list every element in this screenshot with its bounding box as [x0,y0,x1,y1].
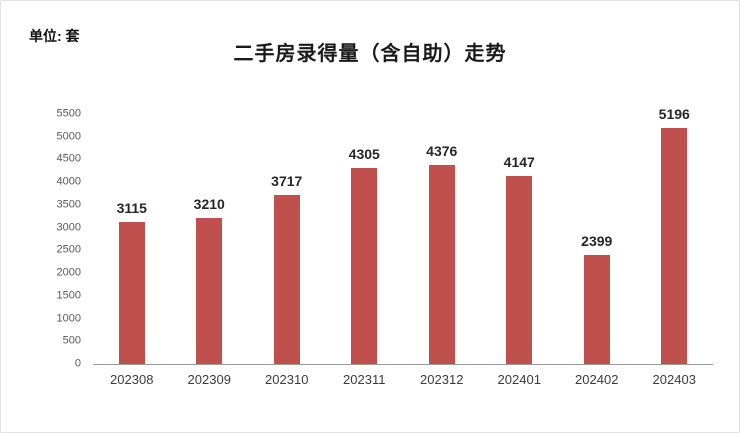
bar-chart: 0 500 1000 1500 2000 2500 3000 3500 4000 4500 5000… [35,107,714,369]
x-axis-label: 202312 [420,372,464,387]
bar-value-label: 4305 [348,146,380,163]
bar-value-label: 3115 [116,200,147,217]
x-axis: 202308 202309 202310 202311 202312 202401 2024… [93,372,713,387]
bar-value-label: 5196 [658,105,690,122]
bar-group: 4376 [403,114,481,364]
chart-title: 二手房录得量（含自助）走势 [233,43,507,65]
bar [506,175,533,364]
y-tick-label: 4000 [56,175,81,188]
x-axis-label: 202308 [110,372,154,387]
y-tick-label: 0 [74,357,81,370]
bar-value-label: 2399 [581,232,613,249]
bar [118,222,145,364]
bar-value-label: 4376 [426,143,458,160]
bar-group: 4305 [326,114,404,364]
x-axis-label: 202403 [652,372,696,387]
y-tick-label: 3500 [56,198,81,211]
bar-value-label: 3210 [193,196,225,213]
bar [661,127,688,364]
y-tick-label: 1000 [56,312,81,325]
y-tick-label: 2500 [56,243,81,256]
y-tick-label: 5000 [56,130,81,143]
y-tick-label: 4500 [56,152,81,165]
bar-group: 5196 [636,107,714,364]
plot-area: 3115 3210 3717 4305 4376 4147 2399 5196 [93,107,714,365]
bar [351,168,378,364]
y-tick-label: 2000 [56,266,81,279]
y-axis: 0 500 1000 1500 2000 2500 3000 3500 4000 4500 5000… [35,108,93,369]
x-axis-label: 202401 [497,372,541,387]
unit-label: 单位: 套 [29,28,80,44]
y-tick-label: 5500 [56,107,81,120]
bar [428,165,455,364]
bar-group: 2399 [558,114,636,364]
x-axis-label: 202402 [575,372,619,387]
x-axis-label: 202309 [187,372,231,387]
bar-value-label: 3717 [271,173,303,190]
x-axis-label: 202310 [265,372,309,387]
bar [583,254,610,364]
y-tick-label: 3000 [56,221,81,234]
bar [273,195,300,364]
bar-group: 4147 [481,114,559,364]
bar-group: 3115 [93,114,171,364]
bar-group: 3717 [248,114,326,364]
bar-value-label: 4147 [503,153,535,170]
bar [196,218,223,364]
y-tick-label: 1500 [56,289,81,302]
bar-group: 3210 [171,114,249,364]
y-tick-label: 500 [62,334,81,347]
x-axis-label: 202311 [343,372,386,387]
